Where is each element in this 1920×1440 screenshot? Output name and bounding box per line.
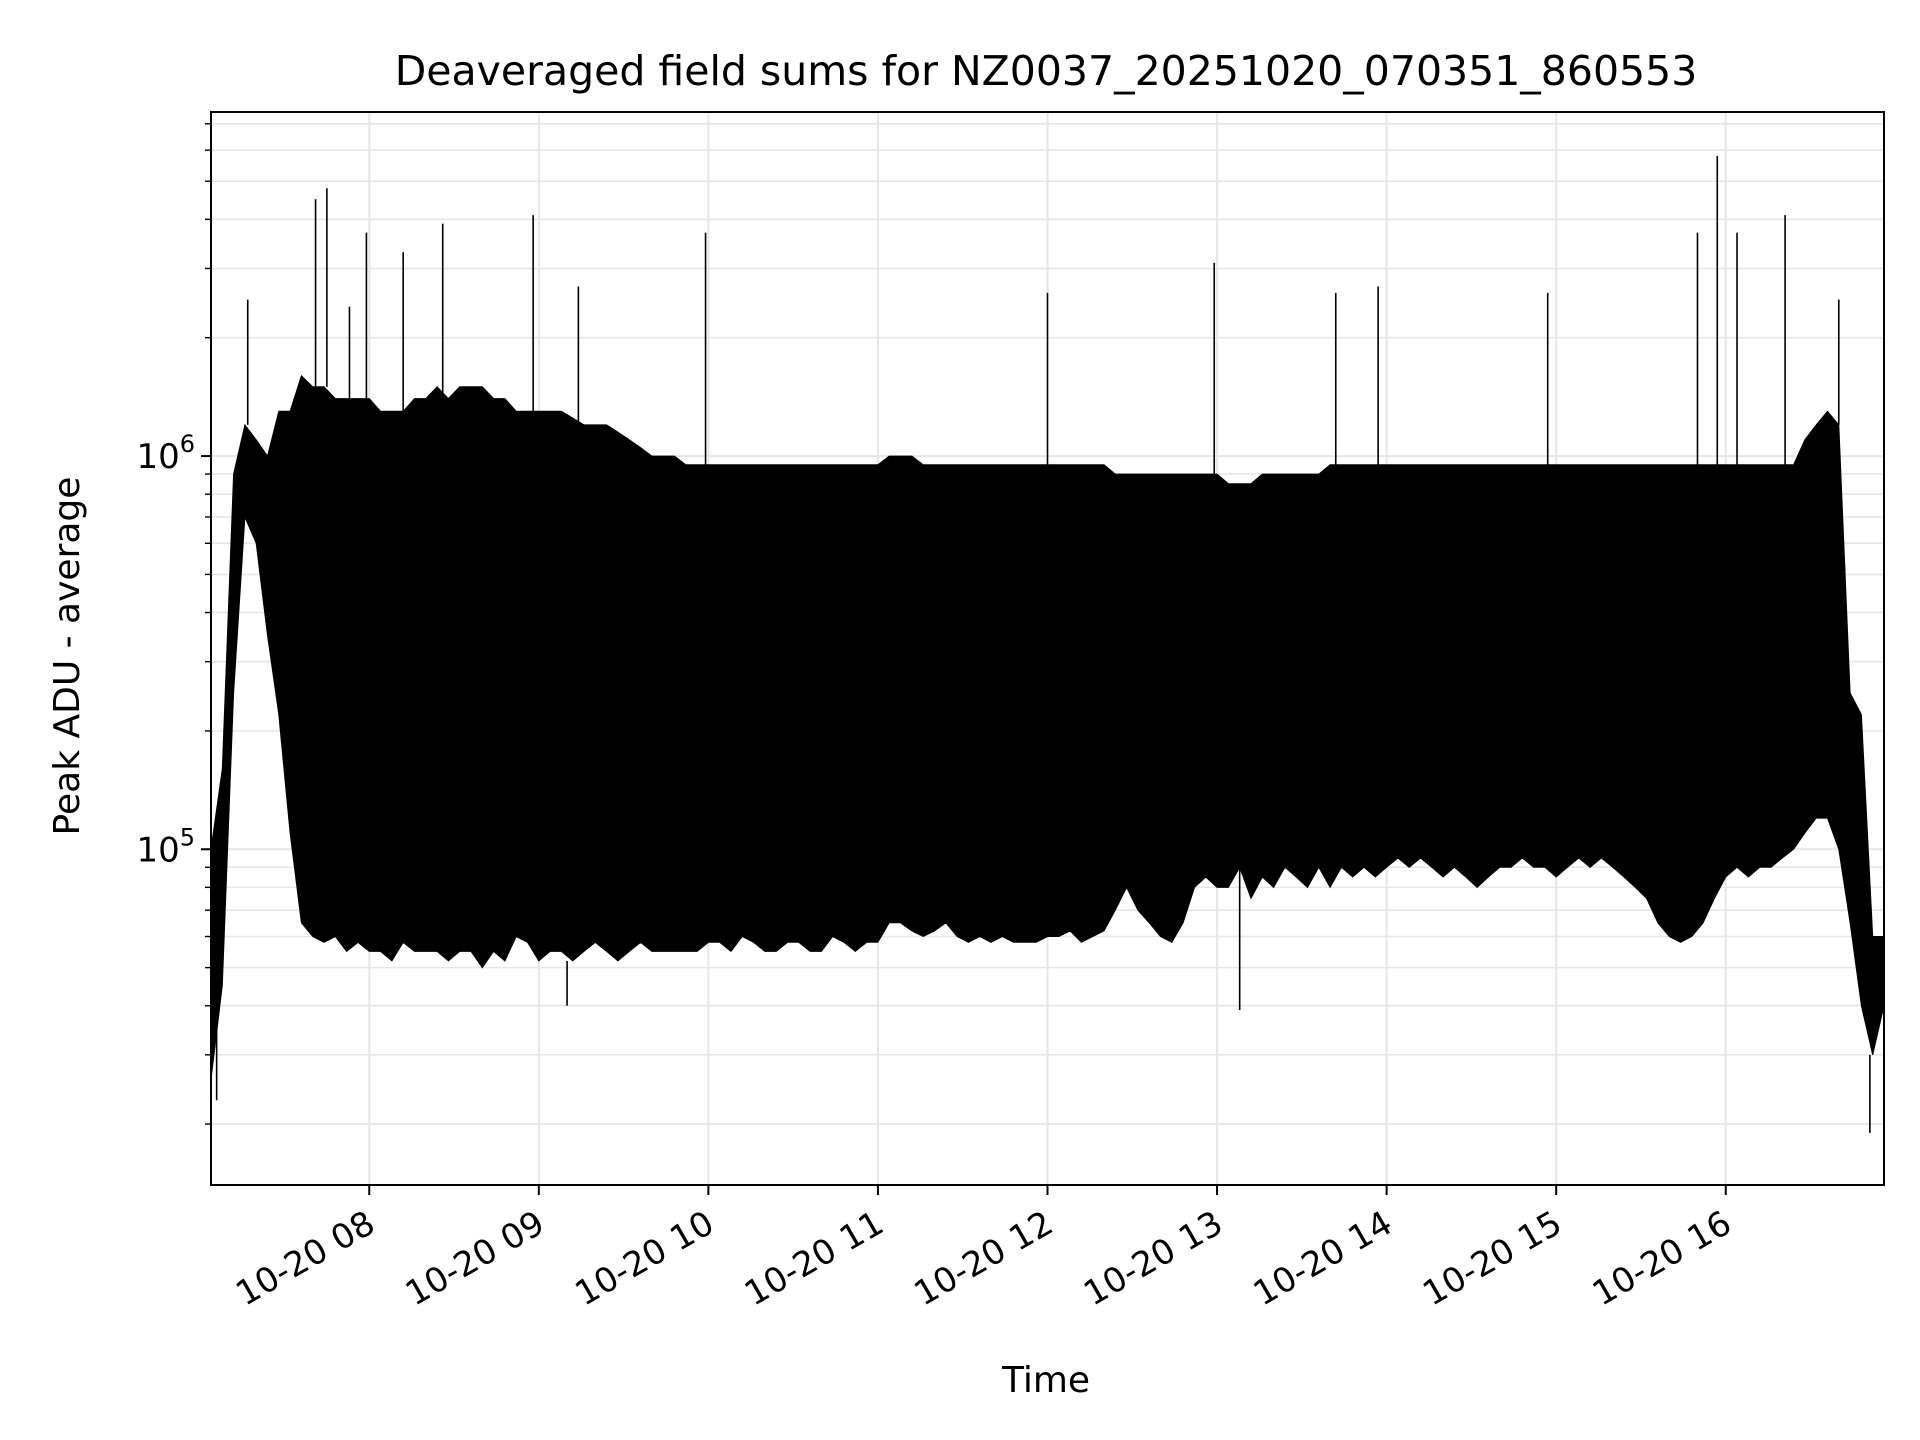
y-tick-exponent: 6: [180, 430, 195, 458]
data-spikes: [215, 155, 1871, 1133]
y-tick-label: 106: [136, 430, 195, 477]
y-tick-base: 10: [136, 437, 179, 477]
plot-area: [210, 111, 1885, 1186]
chart-title: Deaveraged field sums for NZ0037_2025102…: [395, 47, 1698, 95]
x-axis-label: Time: [1001, 1360, 1090, 1401]
data-series-line: [210, 391, 1885, 1080]
y-tick-exponent: 5: [180, 823, 195, 851]
y-axis-label: Peak ADU - average: [47, 477, 88, 836]
y-tick-base: 10: [136, 830, 179, 870]
y-tick-label: 105: [136, 823, 195, 870]
